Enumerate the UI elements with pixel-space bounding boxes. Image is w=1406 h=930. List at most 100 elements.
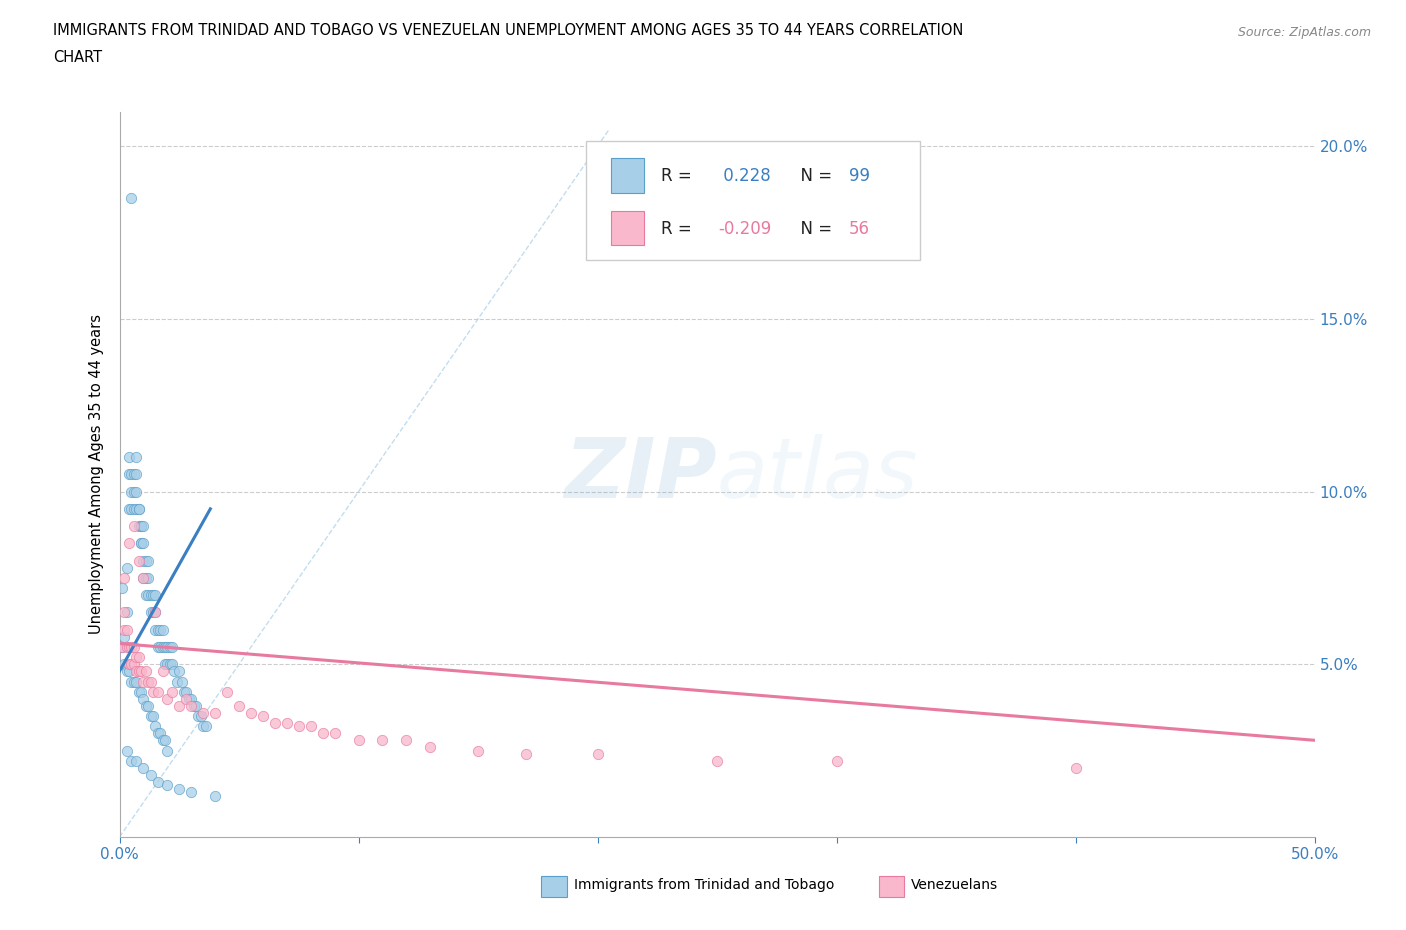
Point <box>136 553 159 568</box>
Point <box>586 747 609 762</box>
Point <box>142 605 165 620</box>
Point <box>146 640 169 655</box>
Point <box>323 726 346 741</box>
Point <box>149 622 172 637</box>
Point <box>276 715 298 730</box>
Point <box>111 640 134 655</box>
Point <box>121 640 143 655</box>
Point <box>128 664 150 679</box>
Point <box>194 719 217 734</box>
Point <box>156 777 179 792</box>
Point <box>347 733 370 748</box>
Point <box>122 519 145 534</box>
Point <box>118 536 141 551</box>
Point <box>146 622 169 637</box>
Point <box>122 467 145 482</box>
Point <box>191 705 215 720</box>
Text: -0.209: -0.209 <box>718 219 772 237</box>
Point <box>1064 761 1087 776</box>
Point <box>142 684 165 699</box>
Point <box>190 709 212 724</box>
Point <box>132 519 155 534</box>
Text: 0.228: 0.228 <box>718 166 770 185</box>
Point <box>145 588 166 603</box>
Point <box>153 640 176 655</box>
Point <box>160 657 183 671</box>
Point <box>112 630 135 644</box>
Point <box>112 570 135 585</box>
Point <box>121 657 143 671</box>
Point <box>152 622 174 637</box>
Point <box>128 553 150 568</box>
Point <box>111 640 134 655</box>
Point <box>129 684 152 699</box>
Point <box>156 657 179 671</box>
FancyBboxPatch shape <box>586 140 921 260</box>
Point <box>159 657 181 671</box>
Point <box>115 743 138 758</box>
Point <box>128 684 150 699</box>
Point <box>115 640 138 655</box>
Point <box>132 691 155 706</box>
Point <box>136 698 159 713</box>
Text: CHART: CHART <box>53 50 103 65</box>
Point <box>125 650 148 665</box>
Point <box>139 674 162 689</box>
Point <box>132 570 155 585</box>
Point <box>191 719 215 734</box>
Point <box>135 698 157 713</box>
Point <box>169 781 191 796</box>
Point <box>125 674 148 689</box>
Point <box>152 664 174 679</box>
Point <box>217 684 239 699</box>
Point <box>121 753 143 768</box>
Point <box>156 640 179 655</box>
Point <box>125 753 148 768</box>
Point <box>145 605 166 620</box>
Point <box>163 664 186 679</box>
Point <box>122 485 145 499</box>
Point <box>129 519 152 534</box>
Point <box>135 664 157 679</box>
Point <box>146 726 169 741</box>
Point <box>132 761 155 776</box>
Point <box>419 739 441 754</box>
Point <box>515 747 537 762</box>
Point <box>825 753 848 768</box>
Point <box>180 785 202 800</box>
Point <box>121 467 143 482</box>
Text: ZIP: ZIP <box>564 433 717 515</box>
Point <box>132 553 155 568</box>
Point <box>177 691 200 706</box>
Text: Immigrants from Trinidad and Tobago: Immigrants from Trinidad and Tobago <box>574 878 834 893</box>
Point <box>180 698 202 713</box>
Point <box>118 664 141 679</box>
Point <box>121 501 143 516</box>
Point <box>173 684 195 699</box>
Point <box>125 485 148 499</box>
Text: 56: 56 <box>849 219 869 237</box>
Point <box>122 501 145 516</box>
Point <box>139 605 162 620</box>
Point <box>118 657 141 671</box>
Point <box>146 775 169 790</box>
Point <box>176 684 198 699</box>
Y-axis label: Unemployment Among Ages 35 to 44 years: Unemployment Among Ages 35 to 44 years <box>89 314 104 634</box>
Point <box>153 657 176 671</box>
Point <box>145 622 166 637</box>
Point <box>128 501 150 516</box>
Point <box>145 719 166 734</box>
Point <box>115 605 138 620</box>
Point <box>159 640 181 655</box>
Point <box>115 560 138 575</box>
Point <box>160 640 183 655</box>
Point <box>166 674 188 689</box>
Text: N =: N = <box>790 219 838 237</box>
Point <box>239 705 263 720</box>
Point <box>139 767 162 782</box>
Point <box>204 705 226 720</box>
Text: 99: 99 <box>849 166 869 185</box>
Point <box>146 684 169 699</box>
Point <box>169 664 191 679</box>
Point <box>129 536 152 551</box>
